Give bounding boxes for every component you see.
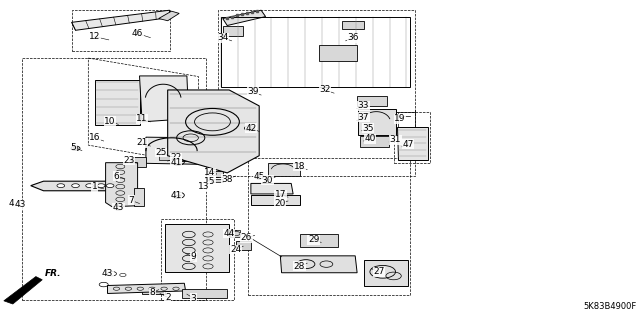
- Text: 4: 4: [9, 199, 14, 208]
- Polygon shape: [206, 171, 223, 177]
- Text: 25: 25: [156, 148, 167, 157]
- Polygon shape: [268, 163, 300, 176]
- Text: 5K83B4900F: 5K83B4900F: [584, 302, 637, 311]
- Polygon shape: [223, 10, 266, 26]
- Text: 46: 46: [132, 29, 143, 38]
- Text: 30: 30: [262, 176, 273, 185]
- Polygon shape: [280, 256, 357, 273]
- Text: 16: 16: [89, 133, 100, 142]
- Text: 17: 17: [275, 190, 286, 199]
- Text: 26: 26: [241, 233, 252, 242]
- Text: 5: 5: [71, 143, 76, 152]
- Text: 21: 21: [136, 138, 148, 147]
- Text: 38: 38: [221, 175, 233, 184]
- Polygon shape: [182, 289, 227, 298]
- Polygon shape: [357, 96, 387, 106]
- Text: 7: 7: [129, 196, 134, 205]
- Text: 31: 31: [390, 135, 401, 144]
- Text: 11: 11: [136, 114, 148, 123]
- Text: 22: 22: [170, 153, 182, 162]
- Text: 8: 8: [150, 288, 155, 297]
- Text: 47: 47: [403, 140, 414, 149]
- Text: 43: 43: [15, 200, 26, 209]
- Text: 43: 43: [102, 269, 113, 278]
- Text: 43: 43: [113, 204, 124, 212]
- Polygon shape: [159, 11, 179, 21]
- Polygon shape: [300, 234, 338, 247]
- Text: 36: 36: [348, 33, 359, 42]
- Polygon shape: [174, 154, 191, 161]
- Text: 9: 9: [191, 252, 196, 261]
- Polygon shape: [342, 21, 364, 29]
- Polygon shape: [134, 188, 144, 206]
- Circle shape: [247, 127, 252, 130]
- Polygon shape: [159, 154, 172, 160]
- Polygon shape: [131, 157, 146, 167]
- Text: 1: 1: [92, 182, 97, 191]
- Text: 41: 41: [170, 191, 182, 200]
- Text: 41: 41: [170, 158, 182, 167]
- Polygon shape: [142, 288, 165, 294]
- Polygon shape: [251, 183, 293, 194]
- Text: 35: 35: [362, 124, 374, 133]
- Text: 13: 13: [198, 182, 209, 191]
- Text: FR.: FR.: [45, 270, 61, 278]
- Polygon shape: [223, 26, 243, 36]
- Text: 19: 19: [394, 114, 406, 123]
- Polygon shape: [319, 45, 357, 61]
- Text: 28: 28: [294, 262, 305, 271]
- Text: 6: 6: [114, 172, 119, 181]
- Text: 14: 14: [204, 168, 216, 177]
- Text: 12: 12: [89, 32, 100, 41]
- Text: 15: 15: [204, 177, 216, 186]
- Text: 24: 24: [230, 245, 241, 254]
- Polygon shape: [364, 260, 408, 286]
- Text: 3: 3: [191, 294, 196, 303]
- Polygon shape: [4, 277, 42, 304]
- Circle shape: [86, 184, 93, 188]
- Text: 45: 45: [253, 172, 265, 181]
- Polygon shape: [211, 179, 223, 182]
- Polygon shape: [397, 127, 428, 160]
- Polygon shape: [236, 241, 251, 250]
- Circle shape: [106, 184, 114, 188]
- Text: 32: 32: [319, 85, 331, 94]
- Text: 33: 33: [358, 101, 369, 110]
- Circle shape: [73, 147, 78, 150]
- Polygon shape: [251, 195, 300, 205]
- Polygon shape: [146, 137, 198, 164]
- Polygon shape: [106, 163, 138, 207]
- Text: 40: 40: [364, 134, 376, 143]
- Text: 18: 18: [294, 162, 305, 171]
- Polygon shape: [31, 181, 112, 191]
- Text: 37: 37: [358, 113, 369, 122]
- Text: 34: 34: [217, 33, 228, 42]
- Polygon shape: [95, 80, 140, 125]
- Polygon shape: [72, 10, 170, 30]
- Text: 29: 29: [308, 235, 319, 244]
- Polygon shape: [230, 230, 240, 237]
- Text: 2: 2: [165, 293, 170, 302]
- Polygon shape: [140, 76, 189, 122]
- Circle shape: [72, 184, 79, 188]
- Text: 44: 44: [223, 229, 235, 238]
- Text: 23: 23: [124, 156, 135, 165]
- Polygon shape: [358, 109, 396, 135]
- Text: 20: 20: [275, 199, 286, 208]
- Text: 27: 27: [373, 267, 385, 276]
- Polygon shape: [165, 224, 229, 272]
- Text: 42: 42: [245, 124, 257, 133]
- Polygon shape: [108, 283, 186, 293]
- Text: 10: 10: [104, 117, 116, 126]
- Text: 39: 39: [247, 87, 259, 96]
- Polygon shape: [168, 90, 259, 173]
- Circle shape: [57, 184, 65, 188]
- Circle shape: [97, 184, 105, 188]
- Polygon shape: [360, 136, 389, 147]
